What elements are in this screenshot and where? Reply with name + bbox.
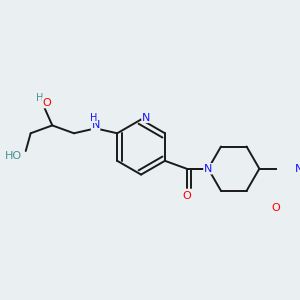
Text: N: N <box>142 112 150 122</box>
Text: O: O <box>182 191 191 201</box>
Text: HO: HO <box>5 151 22 161</box>
Text: H: H <box>36 93 43 103</box>
Text: H: H <box>90 112 97 122</box>
Text: O: O <box>42 98 51 108</box>
Text: N: N <box>204 164 212 174</box>
Text: N: N <box>295 164 300 174</box>
Text: N: N <box>92 120 100 130</box>
Text: O: O <box>272 202 280 213</box>
Text: N: N <box>204 164 212 174</box>
